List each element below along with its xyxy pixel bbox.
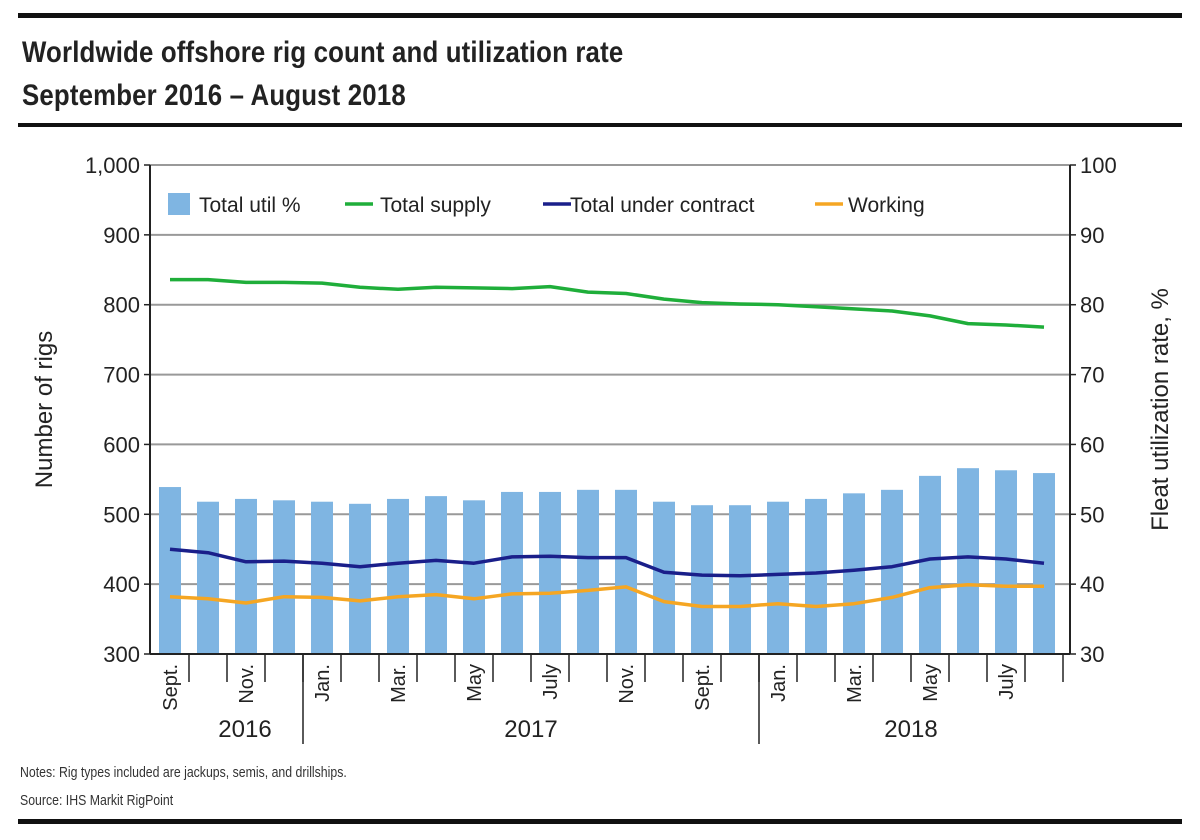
y-tick-label: 900 <box>103 223 140 248</box>
bar-total-util <box>311 501 333 654</box>
y2-tick-label: 30 <box>1080 642 1104 667</box>
x-tick-label: May <box>464 664 486 702</box>
bar-total-util <box>805 498 827 654</box>
legend-label: Total supply <box>380 194 491 217</box>
title-rule <box>18 123 1182 127</box>
bar-total-util <box>653 501 675 654</box>
y-tick-label: 400 <box>103 572 140 597</box>
x-tick-label: Nov. <box>236 664 258 704</box>
y-tick-label: 600 <box>103 432 140 457</box>
bar-total-util <box>349 503 371 654</box>
x-tick-label: Mar. <box>388 664 410 703</box>
year-label: 2016 <box>218 716 271 743</box>
top-rule <box>18 13 1182 18</box>
y-tick-label: 500 <box>103 502 140 527</box>
x-tick-label: Nov. <box>616 664 638 704</box>
x-tick-label: Sept. <box>692 664 714 711</box>
y-tick-label: 800 <box>103 293 140 318</box>
bar-total-util <box>577 489 599 654</box>
y2-tick-label: 50 <box>1080 502 1104 527</box>
line-working <box>169 583 1044 609</box>
line-total-under-contract <box>169 547 1045 578</box>
bar-total-util <box>463 500 485 654</box>
y2-tick-label: 60 <box>1080 432 1104 457</box>
bar-total-util <box>1033 473 1055 654</box>
bar-total-util <box>159 487 181 654</box>
y2-tick-label: 100 <box>1080 153 1117 178</box>
legend-label: Total under contract <box>570 194 755 217</box>
bar-total-util <box>387 498 409 654</box>
y2-tick-label: 70 <box>1080 363 1104 388</box>
y-tick-label: 1,000 <box>85 153 140 178</box>
y2-tick-label: 40 <box>1080 572 1104 597</box>
bar-total-util <box>425 496 447 654</box>
bar-total-util <box>767 501 789 654</box>
bar-total-util <box>957 468 979 654</box>
bar-total-util <box>197 501 219 654</box>
chart-title: Worldwide offshore rig count and utiliza… <box>22 36 624 69</box>
bar-total-util <box>615 489 637 654</box>
x-tick-label: Mar. <box>844 664 866 703</box>
x-tick-label: July <box>996 664 1018 700</box>
chart-subtitle: September 2016 – August 2018 <box>22 79 406 112</box>
bar-total-util <box>881 489 903 654</box>
y-tick-label: 700 <box>103 363 140 388</box>
x-tick-label: July <box>540 664 562 700</box>
x-tick-label: Jan. <box>768 664 790 702</box>
y-tick-label: 300 <box>103 642 140 667</box>
bar-total-util <box>273 500 295 654</box>
legend-label: Working <box>848 194 925 217</box>
source-text: Source: IHS Markit RigPoint <box>20 792 174 809</box>
y2-axis-title: Fleat utilization rate, % <box>1147 288 1174 531</box>
y2-tick-label: 90 <box>1080 223 1104 248</box>
bar-total-util <box>843 493 865 654</box>
legend-label: Total util % <box>199 194 301 217</box>
bar-total-util <box>235 498 257 654</box>
bar-total-util <box>691 505 713 654</box>
y2-tick-label: 80 <box>1080 293 1104 318</box>
notes-text: Notes: Rig types included are jackups, s… <box>20 764 347 781</box>
year-label: 2017 <box>504 716 557 743</box>
x-tick-label: Sept. <box>160 664 182 711</box>
legend-swatch-total-util <box>168 193 190 215</box>
year-label: 2018 <box>884 716 937 743</box>
bottom-rule <box>18 819 1182 824</box>
x-tick-label: May <box>920 664 942 702</box>
bar-total-util <box>539 491 561 654</box>
x-tick-label: Jan. <box>312 664 334 702</box>
bar-total-util <box>729 505 751 654</box>
bar-total-util <box>919 475 941 654</box>
y-axis-title: Number of rigs <box>31 331 58 488</box>
bar-total-util <box>501 491 523 654</box>
bar-total-util <box>995 470 1017 654</box>
line-total-supply <box>170 277 1045 329</box>
